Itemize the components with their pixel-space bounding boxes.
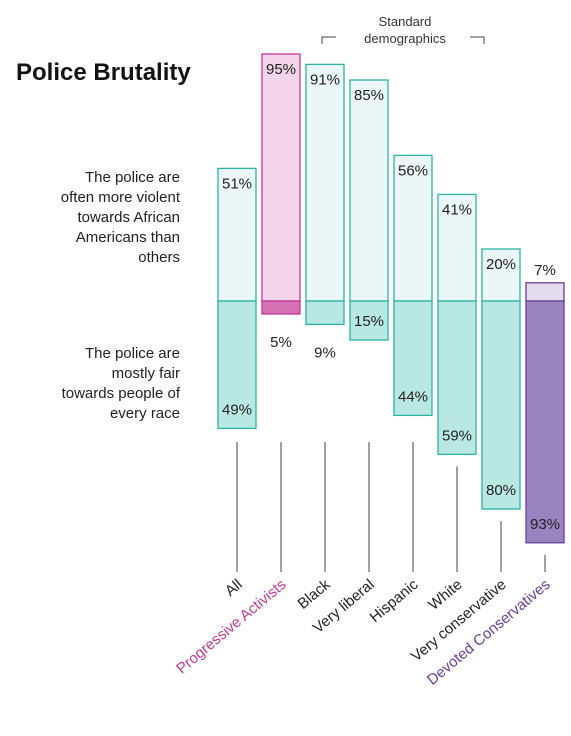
bar-top-very-conservative — [481, 248, 521, 302]
standard-demographics-bracket: Standard demographics — [321, 14, 485, 46]
data-label-top: 91% — [310, 71, 340, 88]
data-label-top: 51% — [222, 175, 252, 192]
bar-bottom-white — [437, 300, 477, 456]
bar-top-very-liberal — [349, 79, 389, 302]
bar-bottom-progressive-activists — [261, 300, 301, 315]
series-label-line: The police are — [85, 345, 180, 362]
data-label-top: 56% — [398, 162, 428, 179]
chart-title: Police Brutality — [16, 59, 191, 86]
bracket-label: Standard — [379, 14, 432, 29]
bar-bottom-devoted-conservatives — [525, 300, 565, 544]
bracket-left — [321, 36, 336, 44]
bar-bottom-very-conservative — [481, 300, 521, 510]
bar-top-devoted-conservatives — [525, 282, 565, 302]
bar-top-all — [217, 167, 257, 302]
data-label-top: 7% — [534, 262, 556, 279]
data-label-bottom: 5% — [270, 334, 292, 351]
bar-bottom-hispanic — [393, 300, 433, 417]
data-label-bottom: 59% — [442, 427, 472, 444]
data-label-top: 95% — [266, 61, 296, 78]
data-label-bottom: 49% — [222, 401, 252, 418]
category-label-all: All — [222, 576, 246, 600]
series-label-line: The police are — [85, 169, 180, 186]
series-labels: The police are often more violent towards … — [61, 169, 181, 422]
bar-top-hispanic — [393, 154, 433, 302]
data-label-top: 85% — [354, 87, 384, 104]
series-label-line: towards people of — [62, 385, 181, 402]
bracket-right — [470, 36, 485, 44]
series-label-line: Americans than — [76, 229, 180, 246]
series-label-line: often more violent — [61, 189, 181, 206]
bar-top-white — [437, 193, 477, 302]
data-label-bottom: 80% — [486, 482, 516, 499]
bar-bottom-black — [305, 300, 345, 326]
series-label-line: towards African — [77, 209, 180, 226]
bar-top-black — [305, 63, 345, 302]
bars-group: 51% 49% 95% 5% 91% 9% 85% 15% 56% 44% 41% 59% 20% 80%… — [217, 53, 565, 572]
data-label-bottom: 93% — [530, 516, 560, 533]
data-label-bottom: 44% — [398, 388, 428, 405]
bar-top-progressive-activists — [261, 53, 301, 302]
bracket-label: demographics — [364, 31, 446, 46]
category-label-black: Black — [295, 576, 334, 613]
data-label-top: 41% — [442, 201, 472, 218]
data-label-bottom: 9% — [314, 344, 336, 361]
data-label-bottom: 15% — [354, 313, 384, 330]
series-label-line: mostly fair — [112, 365, 180, 382]
bar-bottom-very-liberal — [349, 300, 389, 341]
bar-bottom-all — [217, 300, 257, 430]
series-label-line: every race — [110, 405, 180, 422]
data-label-top: 20% — [486, 256, 516, 273]
category-label-hispanic: Hispanic — [367, 576, 422, 626]
series-label-line: others — [138, 249, 180, 266]
